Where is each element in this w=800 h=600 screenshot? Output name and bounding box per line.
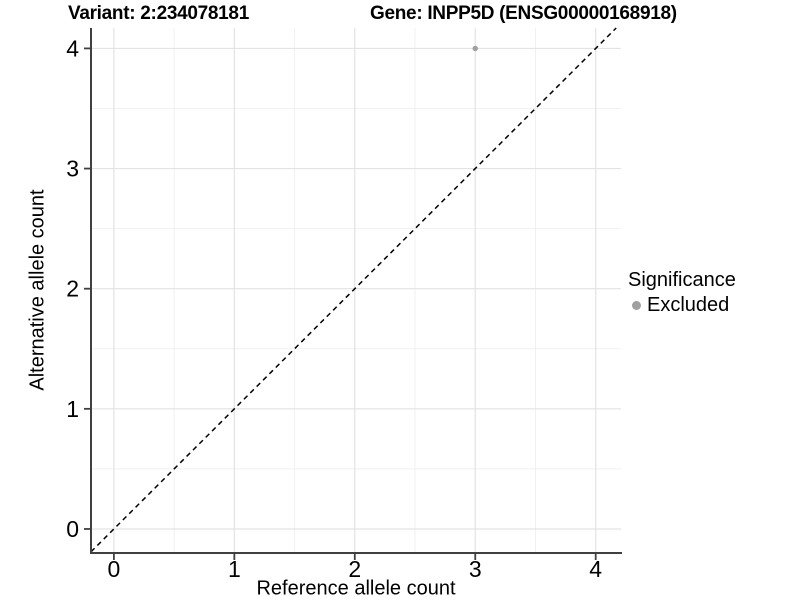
y-tick-label: 2 xyxy=(66,276,79,302)
plot-title-gene: Gene: INPP5D (ENSG00000168918) xyxy=(370,3,677,24)
x-tick-label: 2 xyxy=(348,556,361,582)
legend-point-swatch-icon xyxy=(632,301,641,310)
legend-item-label: Excluded xyxy=(647,294,730,316)
y-tick-label: 0 xyxy=(66,516,79,542)
y-tick-label: 1 xyxy=(66,396,79,422)
y-tick-label: 3 xyxy=(66,156,79,182)
y-axis-title: Alternative allele count xyxy=(26,189,49,391)
legend-title: Significance xyxy=(628,269,736,291)
x-tick-label: 1 xyxy=(228,556,241,582)
x-tick-label: 3 xyxy=(469,556,482,582)
data-point xyxy=(472,45,478,52)
legend: Significance Excluded xyxy=(628,269,736,317)
plot-title-variant: Variant: 2:234078181 xyxy=(68,3,249,24)
x-tick-label: 0 xyxy=(107,556,120,582)
x-tick-label: 4 xyxy=(589,556,602,582)
y-tick-label: 4 xyxy=(66,35,79,61)
legend-item-excluded: Excluded xyxy=(628,294,736,317)
x-axis-title: Reference allele count xyxy=(256,577,456,600)
identity-reference-line xyxy=(90,27,617,553)
